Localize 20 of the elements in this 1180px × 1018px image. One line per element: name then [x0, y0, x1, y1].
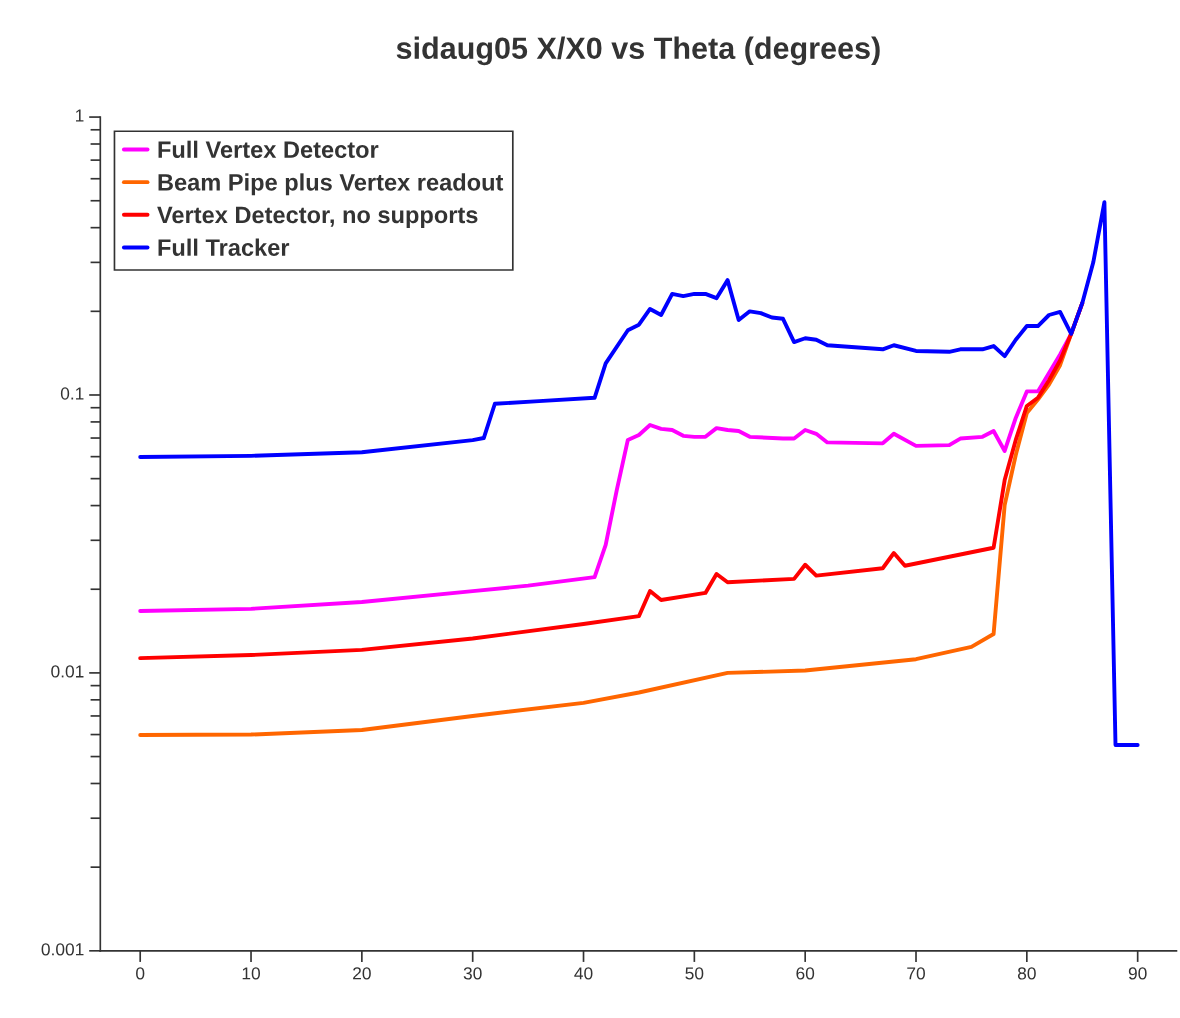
- x-tick-label: 40: [574, 967, 593, 980]
- x-tick-label: 50: [685, 967, 704, 980]
- x-tick-label: 90: [1128, 967, 1147, 980]
- legend-label: Vertex Detector, no supports: [157, 206, 478, 228]
- y-tick-label: 1: [76, 109, 84, 122]
- x-tick-label: 70: [907, 967, 925, 980]
- legend-label: Beam Pipe plus Vertex readout: [158, 173, 504, 196]
- x-tick-label: 80: [1017, 967, 1036, 980]
- line-series: [138, 200, 1140, 747]
- y-tick-label: 0.01: [51, 665, 84, 678]
- x-tick-label: 0: [136, 967, 145, 980]
- x-tick-label: 30: [463, 967, 482, 980]
- y-tick-label: 0.1: [60, 387, 84, 400]
- legend-label: Full Vertex Detector: [158, 140, 379, 159]
- y-tick-label: 0.001: [41, 943, 84, 956]
- chart-title: sidaug05 X/X0 vs Theta (degrees): [396, 36, 880, 66]
- x-tick-label: 10: [242, 967, 261, 980]
- x-tick-label: 20: [353, 967, 371, 980]
- legend-label: Full Tracker: [158, 238, 290, 256]
- x-tick-label: 60: [796, 967, 815, 980]
